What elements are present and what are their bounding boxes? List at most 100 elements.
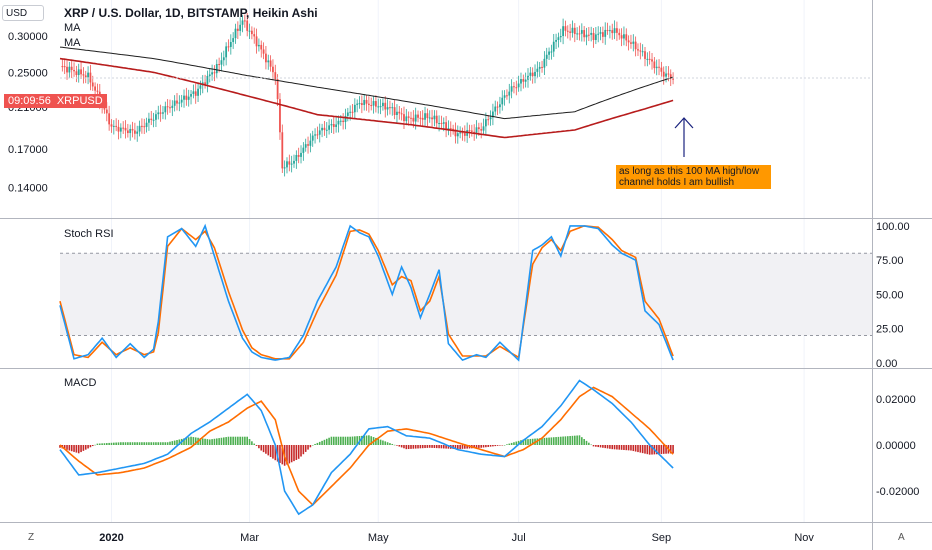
candle-body xyxy=(599,32,602,34)
candle-body xyxy=(604,29,607,37)
macd-histogram-bar xyxy=(581,437,583,445)
candle-body xyxy=(260,44,263,50)
candle-body xyxy=(190,93,192,97)
candle-body xyxy=(534,71,536,77)
indicator-ma-1[interactable]: MA xyxy=(64,22,81,34)
candle-body xyxy=(400,113,403,115)
candle-body xyxy=(403,114,405,122)
macd-histogram-bar xyxy=(208,439,211,445)
candle-body xyxy=(321,127,323,131)
candle-body xyxy=(562,26,564,37)
candle-body xyxy=(63,66,66,68)
macd-histogram-bar xyxy=(206,439,209,445)
candle-body xyxy=(623,34,625,39)
macd-histogram-bar xyxy=(141,442,143,445)
zoom-icon[interactable]: Z xyxy=(28,532,35,543)
candle-body xyxy=(171,105,174,108)
macd-histogram-bar xyxy=(522,439,525,445)
candle-body xyxy=(143,126,146,128)
x-tick-label: Jul xyxy=(512,532,526,544)
macd-histogram-bar xyxy=(253,443,256,445)
macd-histogram-bar xyxy=(414,445,417,449)
candle-body xyxy=(428,117,431,119)
x-tick-label: May xyxy=(368,532,389,544)
macd-histogram-bar xyxy=(115,442,117,445)
macd-histogram-bar xyxy=(651,445,653,455)
macd-histogram-bar xyxy=(672,445,674,454)
candle-body xyxy=(234,28,237,39)
macd-histogram-bar xyxy=(405,445,408,450)
currency-box[interactable]: USD xyxy=(2,5,44,21)
macd-histogram-bar xyxy=(302,445,305,455)
candle-body xyxy=(651,59,653,62)
candle-body xyxy=(82,74,85,76)
candle-body xyxy=(323,127,326,130)
candle-body xyxy=(358,103,361,105)
candle-body xyxy=(513,86,515,88)
macd-histogram-bar xyxy=(246,436,248,445)
candle-body xyxy=(407,116,410,118)
macd-histogram-bar xyxy=(232,436,234,445)
candle-body xyxy=(255,36,258,47)
macd-histogram-bar xyxy=(356,436,358,445)
candle-body xyxy=(482,126,485,131)
macd-histogram-bar xyxy=(239,436,241,445)
candle-body xyxy=(555,39,557,42)
macd-histogram-bar xyxy=(171,441,174,445)
macd-histogram-bar xyxy=(588,442,590,445)
candle-body xyxy=(510,86,513,92)
macd-histogram-bar xyxy=(152,442,155,445)
candle-body xyxy=(616,28,618,33)
candle-body xyxy=(204,82,206,85)
macd-histogram-bar xyxy=(583,439,585,445)
macd-histogram-bar xyxy=(417,445,419,449)
macd-histogram-bar xyxy=(623,445,625,451)
macd-histogram-bar xyxy=(475,445,478,449)
candle-body xyxy=(487,119,490,121)
macd-histogram-bar xyxy=(101,443,103,445)
macd-histogram-bar xyxy=(223,437,225,445)
macd-histogram-bar xyxy=(349,436,351,445)
macd-histogram-bar xyxy=(473,445,475,449)
macd-histogram-bar xyxy=(227,436,230,445)
macd-histogram-bar xyxy=(138,442,141,445)
stoch-tick-label: 75.00 xyxy=(876,255,904,267)
macd-histogram-bar xyxy=(162,442,164,445)
macd-histogram-bar xyxy=(606,445,609,449)
macd-histogram-bar xyxy=(185,437,188,445)
macd-histogram-bar xyxy=(592,445,595,447)
indicator-ma-2[interactable]: MA xyxy=(64,37,81,49)
macd-histogram-bar xyxy=(363,435,365,445)
stoch-k-line xyxy=(59,223,674,362)
main-legend: XRP / U.S. Dollar, 1D, BITSTAMP, Heikin … xyxy=(64,6,318,51)
candle-body xyxy=(548,51,550,55)
candle-body xyxy=(281,132,284,169)
candle-body xyxy=(194,91,197,96)
candle-body xyxy=(206,75,209,85)
candle-body xyxy=(618,32,621,36)
candle-body xyxy=(117,126,120,132)
candle-body xyxy=(382,102,384,107)
macd-histogram-bar xyxy=(375,437,377,445)
candle-body xyxy=(91,82,94,87)
macd-histogram-bar xyxy=(419,445,422,449)
candle-body xyxy=(61,66,64,68)
macd-histogram-bar xyxy=(641,445,644,454)
macd-histogram-bar xyxy=(550,437,553,445)
macd-histogram-bar xyxy=(578,435,581,445)
macd-histogram-bar xyxy=(354,436,356,445)
macd-histogram-bar xyxy=(220,437,223,445)
candle-body xyxy=(375,101,377,107)
candle-body xyxy=(211,72,213,75)
candle-body xyxy=(576,33,579,35)
candle-body xyxy=(503,95,506,98)
arrow-head xyxy=(674,117,694,129)
macd-histogram-bar xyxy=(87,445,89,449)
candle-body xyxy=(421,117,424,120)
auto-scale-icon[interactable]: A xyxy=(898,532,905,543)
candle-body xyxy=(136,131,139,134)
candle-body xyxy=(630,42,632,44)
candle-body xyxy=(311,135,314,141)
